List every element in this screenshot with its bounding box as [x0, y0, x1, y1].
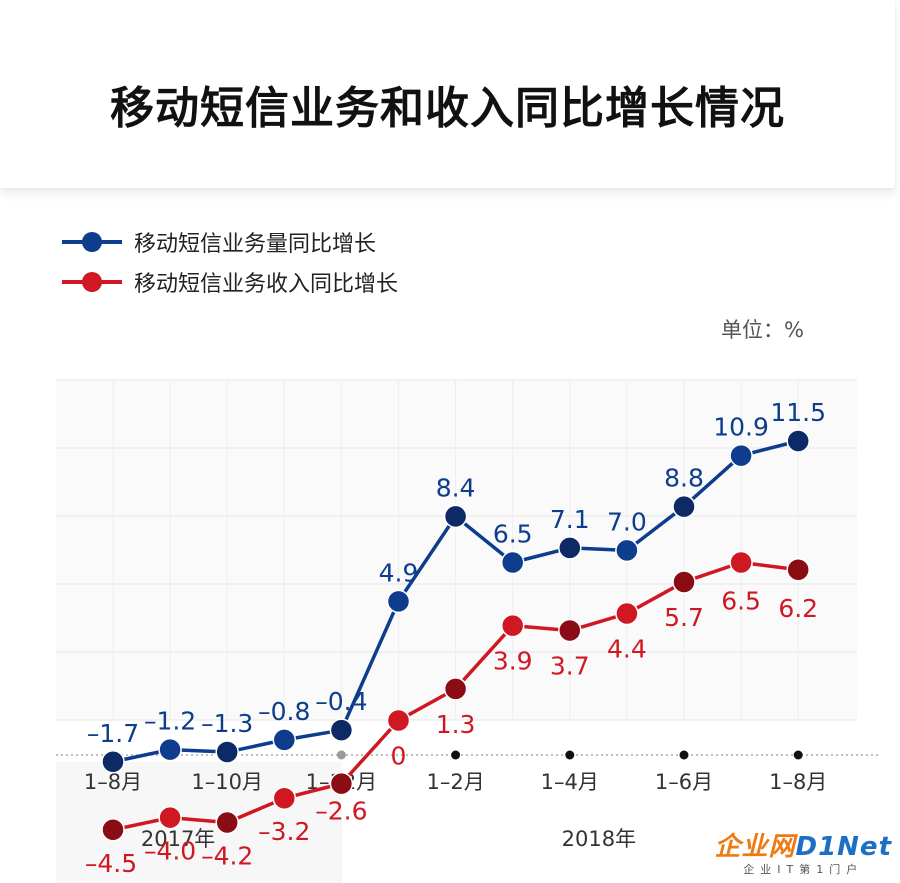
data-label-revenue: –4.2	[201, 842, 253, 871]
data-label-revenue: 3.7	[550, 652, 590, 681]
data-label-revenue: –2.6	[315, 797, 367, 826]
data-label-volume: –1.2	[144, 707, 196, 736]
x-tick-label: 1–4月	[541, 770, 599, 794]
data-point-revenue	[329, 771, 354, 796]
x-tick-dot	[336, 750, 346, 760]
data-label-revenue: 1.3	[436, 710, 476, 739]
data-point-volume	[158, 737, 182, 762]
data-label-volume: 8.4	[436, 473, 476, 502]
data-point-revenue	[272, 786, 297, 810]
data-point-volume	[729, 443, 753, 468]
data-label-revenue: 4.4	[607, 635, 647, 664]
data-point-volume	[386, 589, 411, 614]
data-point-volume	[615, 538, 639, 563]
legend: 移动短信业务量同比增长 移动短信业务收入同比增长	[62, 222, 398, 302]
data-label-volume: –1.7	[87, 719, 139, 748]
data-label-volume: 8.8	[664, 464, 704, 493]
x-tick-dot	[679, 750, 689, 760]
data-label-volume: 11.5	[770, 398, 826, 427]
legend-label-revenue: 移动短信业务收入同比增长	[134, 272, 399, 297]
data-point-revenue	[158, 805, 182, 830]
data-label-revenue: 6.5	[721, 587, 761, 616]
data-point-volume	[272, 728, 297, 752]
data-point-revenue	[672, 570, 696, 594]
plot-area	[56, 380, 857, 720]
data-label-volume: –0.4	[315, 687, 367, 716]
data-point-revenue	[215, 810, 239, 835]
legend-item-revenue: 移动短信业务收入同比增长	[62, 262, 398, 302]
data-label-revenue: 0	[391, 741, 407, 770]
legend-marker-revenue	[62, 272, 122, 292]
data-label-volume: –1.3	[201, 709, 253, 738]
x-tick-label: 1–10月	[191, 770, 263, 794]
data-label-revenue: –3.2	[258, 817, 310, 846]
x-tick-label: 1–6月	[655, 770, 713, 794]
data-label-volume: 4.9	[379, 558, 419, 587]
data-label-volume: 10.9	[713, 413, 769, 442]
data-point-volume	[443, 504, 468, 529]
data-point-revenue	[729, 550, 753, 575]
data-point-volume	[215, 740, 239, 764]
x-tick-label: 1–8月	[769, 770, 827, 794]
data-point-revenue	[786, 558, 810, 582]
x-tick-dot	[451, 750, 461, 760]
title-card: 移动短信业务和收入同比增长情况	[0, 0, 895, 188]
data-point-revenue	[500, 613, 525, 638]
data-point-revenue	[386, 708, 411, 733]
year-band-2017	[56, 762, 342, 883]
x-tick-label: 1–2月	[426, 770, 484, 794]
data-label-revenue: 6.2	[778, 594, 818, 623]
data-label-revenue: 3.9	[493, 647, 533, 676]
data-point-volume	[672, 494, 696, 519]
data-point-revenue	[101, 818, 125, 842]
data-label-volume: 7.1	[550, 505, 590, 534]
legend-marker-volume	[62, 232, 122, 252]
site-logo: 企业网D1Net 企业IT第1门户	[714, 832, 892, 876]
data-point-revenue	[615, 601, 639, 626]
data-point-volume	[558, 536, 582, 560]
data-label-volume: –0.8	[258, 697, 310, 726]
chart-title: 移动短信业务和收入同比增长情况	[110, 83, 785, 134]
data-point-revenue	[558, 618, 582, 643]
unit-label: 单位：%	[721, 318, 804, 342]
data-point-volume	[786, 429, 810, 453]
data-point-volume	[329, 718, 354, 742]
data-label-volume: 6.5	[493, 520, 533, 549]
data-point-volume	[101, 750, 125, 774]
data-label-volume: 7.0	[607, 507, 647, 536]
data-point-volume	[500, 550, 525, 575]
year-label-2018: 2018年	[562, 827, 636, 851]
legend-item-volume: 移动短信业务量同比增长	[62, 222, 398, 262]
year-label-2017: 2017年	[141, 827, 215, 851]
data-point-revenue	[443, 677, 468, 701]
data-label-revenue: –4.5	[85, 849, 137, 878]
x-tick-label: 1–8月	[84, 770, 142, 794]
x-tick-dot	[793, 750, 803, 760]
data-label-revenue: 5.7	[664, 603, 704, 632]
x-tick-dot	[565, 750, 575, 760]
data-label-revenue: –4.0	[144, 837, 196, 866]
legend-label-volume: 移动短信业务量同比增长	[134, 232, 377, 257]
